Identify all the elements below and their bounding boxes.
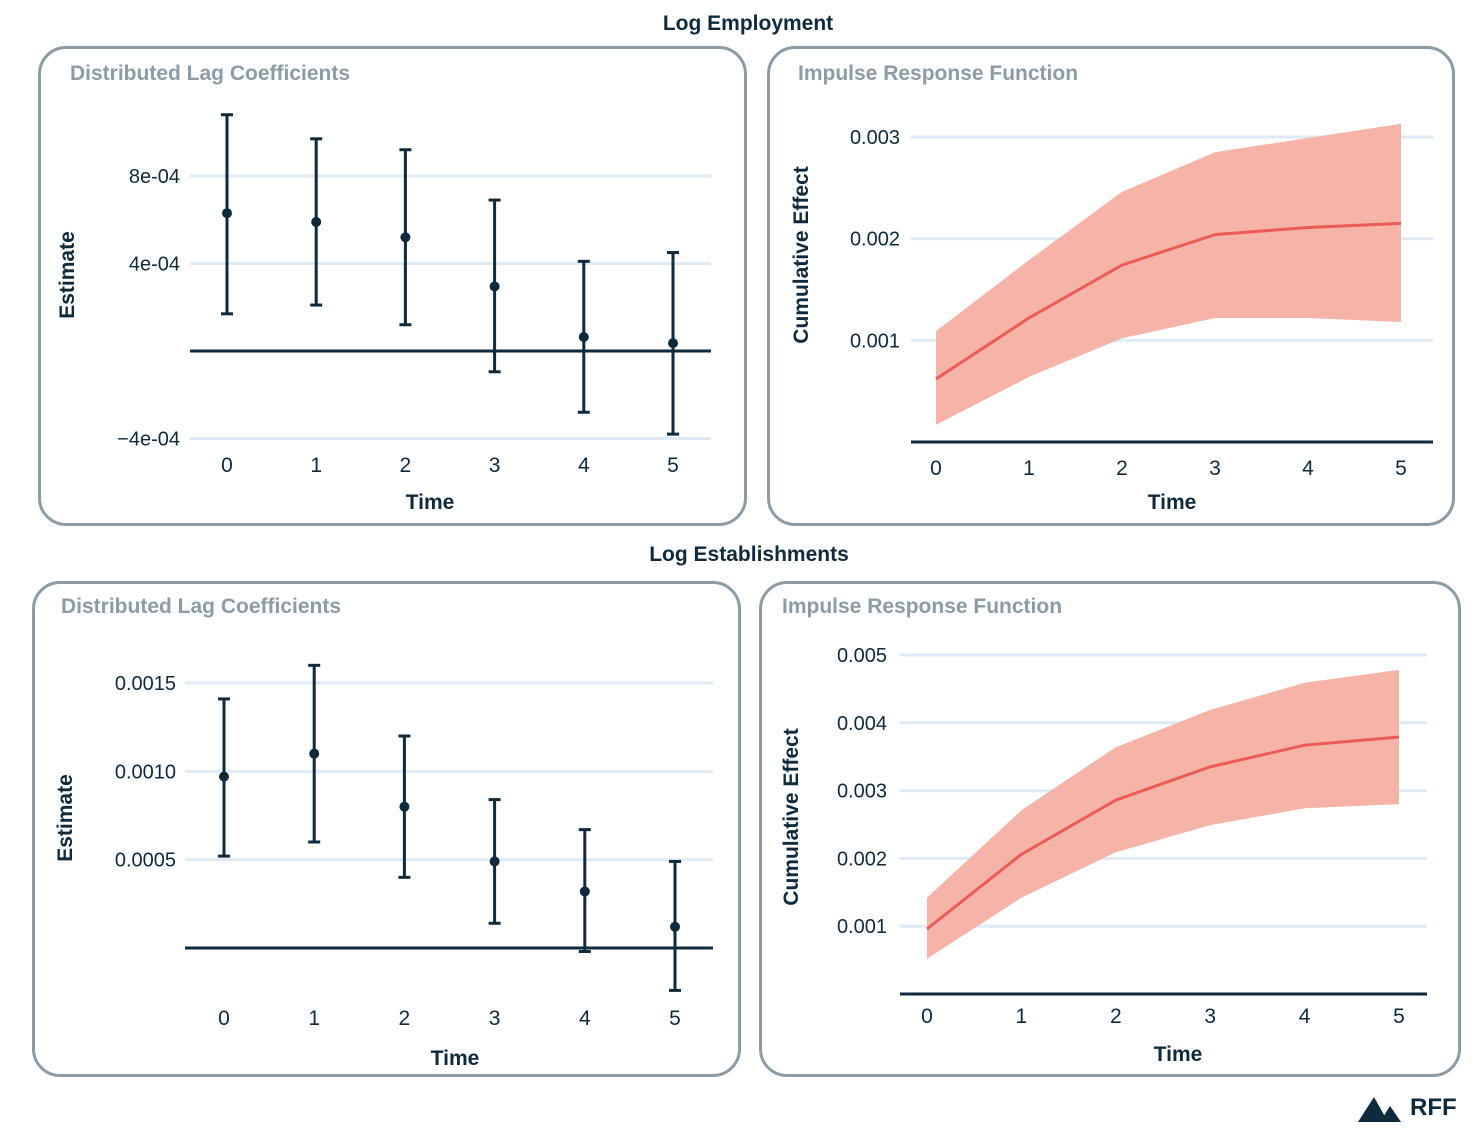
- logo-text: RFF: [1410, 1094, 1457, 1121]
- mountain-icon: [1358, 1097, 1401, 1122]
- chart-title: Impulse Response Function: [782, 595, 1063, 618]
- chart-title: Distributed Lag Coefficients: [61, 595, 342, 618]
- section-title-establishments: Log Establishments: [649, 543, 849, 566]
- chart-title: Distributed Lag Coefficients: [70, 62, 351, 85]
- panel-employment-dlc: [38, 46, 747, 526]
- section-title-employment: Log Employment: [662, 12, 834, 35]
- rff-logo: RFF: [1358, 1094, 1457, 1122]
- panel-establishments-irf: [759, 581, 1461, 1077]
- panel-employment-irf: [767, 46, 1455, 526]
- panel-establishments-dlc: [32, 581, 741, 1077]
- chart-title: Impulse Response Function: [798, 62, 1079, 85]
